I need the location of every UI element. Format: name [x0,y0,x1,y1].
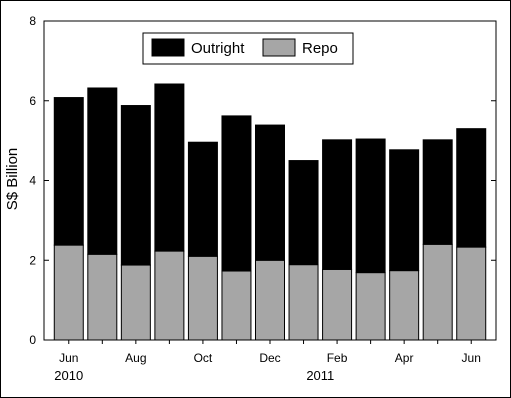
y-axis-label: S$ Billion [4,148,21,211]
bar-outright [422,139,453,245]
bar-repo [422,243,453,341]
bar-repo [221,270,252,341]
x-tick-label: Feb [327,351,348,365]
legend-swatch-repo [262,38,296,57]
bar-repo [187,255,218,341]
x-tick-label: Jun [59,351,78,365]
bar-outright [355,138,386,274]
y-tick-label: 0 [29,333,36,347]
bar-outright [221,115,252,272]
bar-repo [87,253,118,341]
x-tick-label: Oct [194,351,213,365]
bar-repo [456,246,487,341]
bar-repo [120,264,151,341]
plot-area: 0 2 4 6 8 Jun Aug Oct Dec Feb Apr Jun 2010 2011 [29,14,497,383]
bar-outright [456,128,487,248]
bar-outright [255,124,285,261]
bar-outright [288,160,319,266]
bar-repo [322,268,353,341]
y-tick-label: 4 [29,174,36,188]
bar-repo [154,250,185,341]
bar-outright [389,149,420,272]
bar-repo [389,270,420,341]
bar-repo [53,244,84,341]
bar-repo [288,264,319,341]
bar-repo [355,272,386,341]
legend-label-repo: Repo [302,40,338,57]
y-tick-label: 6 [29,94,36,108]
y-tick-label: 8 [29,14,36,28]
bar-outright [322,139,353,270]
y-tick-label: 2 [29,253,36,267]
legend-swatch-outright [151,38,185,57]
legend-label-outright: Outright [191,40,245,57]
bar-outright [53,97,84,246]
x-tick-label: Dec [259,351,280,365]
bar-repo [255,259,285,341]
bar-outright [87,87,118,255]
x-tick-label: Apr [395,351,414,365]
x-tick-label: Aug [125,351,146,365]
bar-outright [120,105,151,266]
bar-outright [187,141,218,257]
x-year-label: 2010 [54,368,83,383]
legend: Outright Repo [142,32,354,65]
x-year-label: 2011 [306,368,334,383]
x-tick-label: Jun [462,351,481,365]
bar-outright [154,83,185,252]
